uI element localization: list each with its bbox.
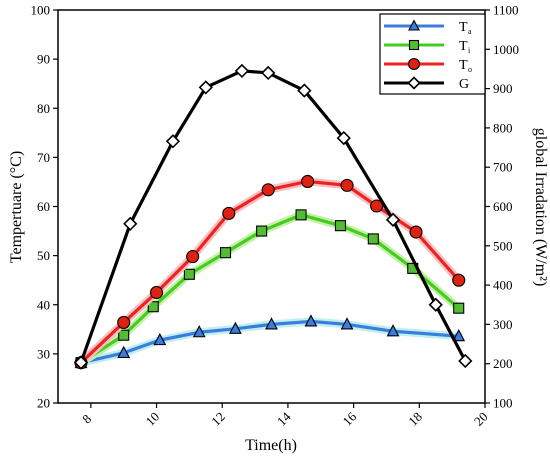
data-point-i (118, 329, 130, 341)
legend-label: T (459, 58, 468, 73)
data-point-G (385, 212, 401, 227)
data-point-i (219, 247, 232, 259)
y-right-tick-label: 100 (493, 396, 513, 411)
data-point-a (452, 329, 466, 342)
x-axis-title: Time(h) (245, 437, 297, 454)
y-right-tick-label: 800 (493, 120, 513, 135)
data-point-G (407, 76, 421, 90)
y-right-tick-label: 600 (493, 199, 513, 214)
data-point-a (153, 332, 167, 346)
data-point-o (261, 183, 275, 197)
data-point-a (265, 317, 278, 330)
data-point-G (261, 65, 276, 81)
series-line (80, 319, 459, 365)
data-point-o (370, 199, 384, 213)
data-point-G (165, 134, 181, 149)
data-point-i (183, 268, 195, 280)
data-point-G (73, 355, 89, 370)
y-right-tick-label: 1100 (493, 3, 519, 18)
y-right-tick-label: 200 (493, 356, 513, 371)
y-axis-title-right: global Irradation (W/m²) (532, 128, 549, 287)
data-point-a (117, 345, 131, 358)
data-point-o (149, 285, 164, 300)
data-point-a (340, 317, 354, 330)
legend-label: G (459, 77, 469, 92)
data-point-i (295, 209, 307, 221)
y-left-tick-label: 70 (37, 150, 50, 165)
data-point-o (186, 250, 200, 264)
data-point-o (117, 315, 131, 329)
y-right-tick-label: 1000 (493, 42, 519, 57)
data-point-G (458, 353, 473, 369)
data-point-o (409, 225, 423, 239)
y-left-tick-label: 100 (31, 3, 51, 18)
x-tick-label: 14 (274, 409, 294, 429)
x-tick-label: 20 (471, 409, 491, 429)
y-right-tick-label: 700 (493, 160, 513, 175)
y-right-tick-label: 400 (493, 278, 513, 293)
data-point-i (256, 225, 268, 237)
data-point-o (301, 174, 315, 188)
series-G (73, 63, 473, 370)
y-axis-title-left: Tempertuare (°C) (8, 151, 25, 263)
data-point-i (334, 220, 347, 232)
x-tick-label: 8 (79, 411, 94, 426)
legend-label-sub: i (468, 46, 471, 55)
series-Ta (74, 314, 466, 368)
y-right-tick-label: 900 (493, 81, 513, 96)
data-point-i (147, 301, 159, 313)
legend-label-sub: a (468, 27, 472, 36)
data-point-i (453, 302, 465, 314)
data-point-o (452, 273, 466, 287)
data-point-G (297, 83, 312, 98)
data-point-a (228, 321, 242, 334)
y-right-tick-label: 500 (493, 238, 513, 253)
data-point-a (192, 325, 206, 338)
y-left-tick-label: 90 (37, 52, 50, 67)
data-point-i (367, 233, 379, 245)
data-point-o (407, 57, 421, 71)
x-tick-label: 10 (142, 409, 162, 429)
data-point-o (340, 178, 354, 192)
data-point-G (428, 297, 443, 312)
legend-label: T (459, 39, 468, 54)
data-point-i (408, 39, 420, 51)
x-tick-label: 18 (405, 409, 425, 429)
data-point-G (198, 80, 213, 95)
data-point-o (222, 206, 236, 220)
data-point-a (408, 19, 420, 31)
legend-label: T (459, 20, 468, 35)
data-point-a (304, 314, 318, 327)
data-point-G (336, 130, 351, 146)
series-layer (73, 63, 473, 370)
x-tick-label: 12 (208, 409, 228, 429)
y-left-tick-label: 60 (37, 199, 50, 214)
y-right-tick-label: 300 (493, 317, 513, 332)
y-left-tick-label: 20 (37, 396, 50, 411)
y-left-tick-label: 40 (37, 297, 50, 312)
axes: 8 10 12 14 16 18 20 20 30 40 50 60 70 80 90 100 100 200 30… (31, 3, 520, 429)
legend-label-sub: o (468, 65, 472, 74)
data-point-G (123, 216, 138, 231)
y-left-tick-label: 80 (37, 101, 50, 116)
data-point-G (234, 63, 250, 79)
y-left-tick-label: 50 (37, 248, 50, 263)
x-tick-label: 16 (340, 409, 360, 429)
data-point-a (386, 324, 400, 337)
y-left-tick-label: 30 (37, 346, 50, 361)
